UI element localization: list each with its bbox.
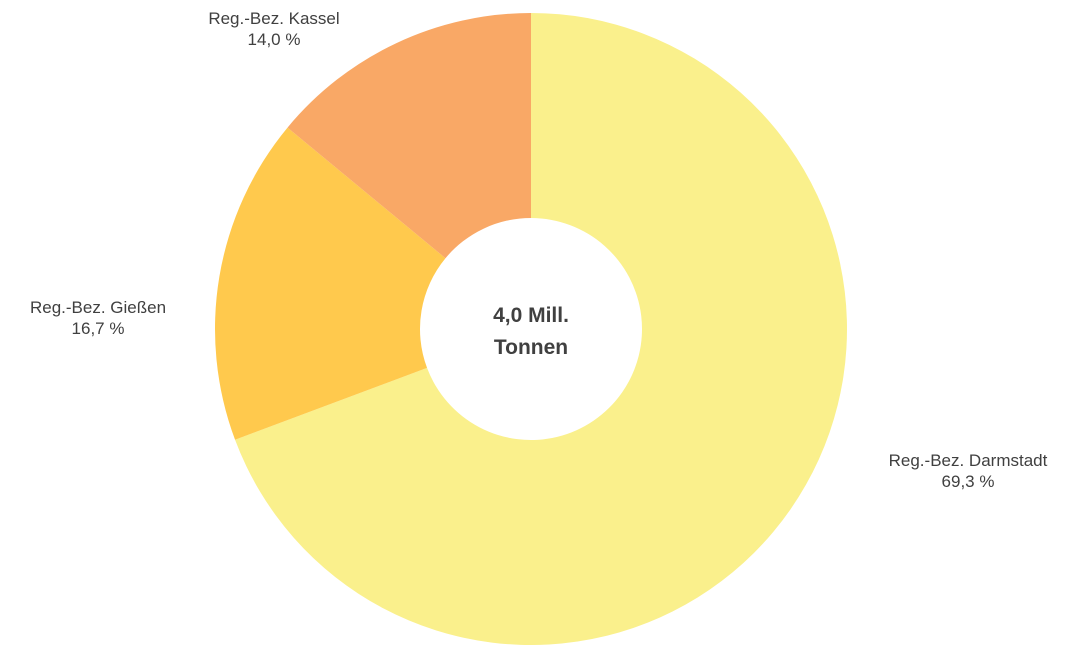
center-label-line2: Tonnen xyxy=(494,336,568,359)
slice-label-value: 14,0 % xyxy=(248,30,301,49)
slice-label-name: Reg.-Bez. Kassel xyxy=(208,9,339,28)
slice-label-name: Reg.-Bez. Gießen xyxy=(30,298,166,317)
center-label-line1: 4,0 Mill. xyxy=(493,304,569,327)
slice-label-name: Reg.-Bez. Darmstadt xyxy=(889,451,1048,470)
slice-label-value: 69,3 % xyxy=(942,472,995,491)
donut-slices xyxy=(214,12,847,645)
slice-reg-bez-gießen xyxy=(214,127,446,440)
slice-reg-bez-darmstadt xyxy=(235,13,847,645)
slice-label-value: 16,7 % xyxy=(72,319,125,338)
slice-labels: Reg.-Bez. Darmstadt 69,3 % Reg.-Bez. Gieße… xyxy=(30,9,1048,491)
center-label: 4,0 Mill. Tonnen xyxy=(493,304,569,359)
slice-reg-bez-kassel xyxy=(287,12,531,259)
